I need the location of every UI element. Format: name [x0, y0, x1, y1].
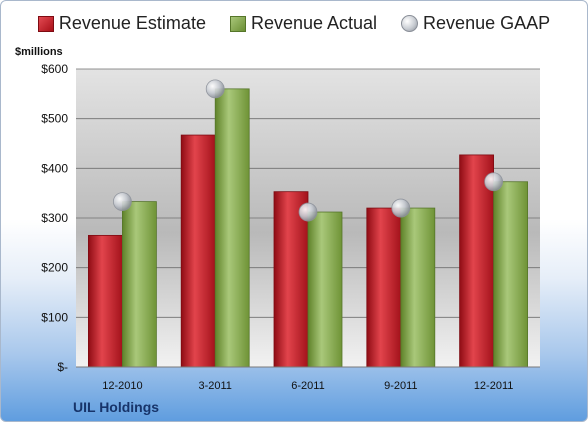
legend-label-actual: Revenue Actual — [250, 13, 378, 33]
gaap-markers — [113, 79, 504, 222]
marker-revenue-gaap — [205, 79, 225, 99]
marker-revenue-gaap — [484, 172, 504, 192]
y-tick-label: $300 — [41, 211, 68, 225]
x-tick-label: 6-2011 — [291, 380, 324, 392]
bars — [88, 88, 529, 368]
chart-legend: Revenue Estimate Revenue Actual Revenue … — [1, 13, 587, 34]
bar-revenue-estimate — [459, 154, 495, 368]
x-tick-label: 9-2011 — [384, 380, 417, 392]
legend-swatch-estimate — [37, 15, 54, 32]
legend-swatch-gaap — [401, 15, 419, 32]
bar-revenue-estimate — [366, 207, 402, 368]
x-tick-label: 12-2011 — [474, 380, 514, 392]
y-tick-label: $400 — [41, 161, 68, 175]
marker-revenue-gaap — [113, 192, 132, 212]
x-tick-label: 12-2010 — [102, 380, 142, 392]
bar-revenue-actual — [122, 201, 157, 368]
legend-item-gaap: Revenue GAAP — [401, 13, 550, 34]
marker-revenue-gaap — [391, 198, 411, 218]
legend-item-actual: Revenue Actual — [229, 13, 378, 34]
y-tick-label: $200 — [41, 261, 68, 275]
bar-revenue-estimate — [88, 234, 123, 368]
bar-revenue-actual — [307, 211, 343, 368]
bar-revenue-estimate — [273, 191, 309, 368]
y-axis-unit-label: $millions — [15, 46, 63, 58]
bar-revenue-actual — [493, 181, 529, 368]
bar-revenue-actual — [400, 207, 436, 368]
y-tick-label: $600 — [41, 62, 68, 76]
x-axis-ticks: 12-2010 3-2011 6-2011 9-2011 12-2011 — [102, 380, 513, 392]
y-tick-label: $500 — [41, 112, 68, 126]
bar-revenue-actual — [214, 88, 250, 368]
company-name: UIL Holdings — [73, 399, 160, 415]
y-tick-label: $100 — [41, 310, 68, 324]
legend-label-estimate: Revenue Estimate — [58, 13, 206, 33]
legend-swatch-actual — [229, 15, 246, 32]
legend-item-estimate: Revenue Estimate — [37, 13, 206, 34]
legend-label-gaap: Revenue GAAP — [423, 13, 551, 33]
x-tick-label: 3-2011 — [198, 380, 231, 392]
y-tick-label: $- — [57, 360, 68, 374]
y-axis-ticks: $- $100 $200 $300 $400 $500 $600 — [41, 62, 68, 374]
marker-revenue-gaap — [298, 202, 318, 222]
bar-revenue-estimate — [180, 134, 216, 368]
